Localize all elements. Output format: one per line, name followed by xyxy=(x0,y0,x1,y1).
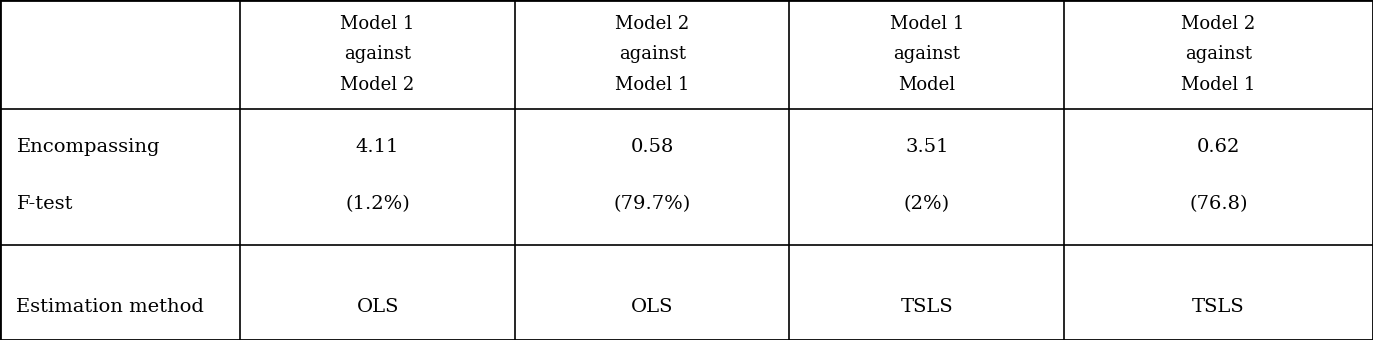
Text: (1.2%): (1.2%) xyxy=(345,195,411,213)
Text: Model 1: Model 1 xyxy=(341,15,415,33)
Text: 0.62: 0.62 xyxy=(1197,138,1240,156)
Text: Model 1: Model 1 xyxy=(1181,76,1256,94)
Text: 4.11: 4.11 xyxy=(356,138,400,156)
Text: against: against xyxy=(894,46,960,63)
Text: Estimation method: Estimation method xyxy=(16,298,205,316)
Text: 3.51: 3.51 xyxy=(905,138,949,156)
Text: against: against xyxy=(345,46,411,63)
Text: Model 2: Model 2 xyxy=(1181,15,1256,33)
Text: OLS: OLS xyxy=(632,298,673,316)
Text: TSLS: TSLS xyxy=(1192,298,1245,316)
Text: Model 1: Model 1 xyxy=(615,76,689,94)
Text: 0.58: 0.58 xyxy=(630,138,674,156)
Text: TSLS: TSLS xyxy=(901,298,953,316)
Text: (2%): (2%) xyxy=(903,195,950,213)
Text: against: against xyxy=(619,46,685,63)
Text: Model 2: Model 2 xyxy=(615,15,689,33)
Text: against: against xyxy=(1185,46,1252,63)
Text: Model 1: Model 1 xyxy=(890,15,964,33)
Text: F-test: F-test xyxy=(16,195,73,213)
Text: (76.8): (76.8) xyxy=(1189,195,1248,213)
Text: Model: Model xyxy=(898,76,956,94)
Text: Model 2: Model 2 xyxy=(341,76,415,94)
Text: Encompassing: Encompassing xyxy=(16,138,161,156)
Text: (79.7%): (79.7%) xyxy=(614,195,691,213)
Text: OLS: OLS xyxy=(357,298,398,316)
